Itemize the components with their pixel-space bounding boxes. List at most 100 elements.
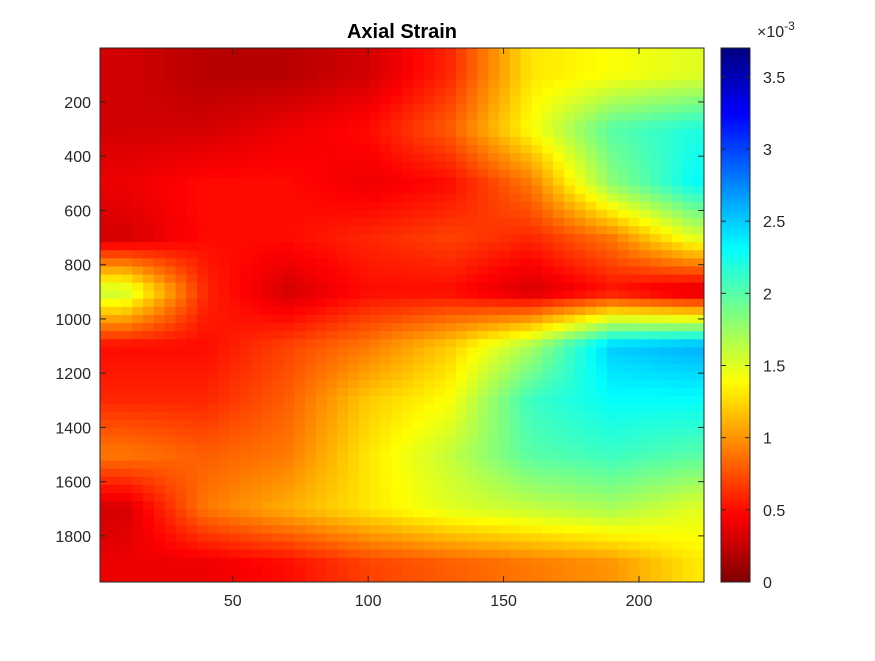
heatmap-cell bbox=[682, 339, 694, 348]
heatmap-cell bbox=[509, 573, 522, 582]
colorbar-tick-label: 1 bbox=[763, 431, 772, 448]
heatmap-cell bbox=[197, 185, 209, 195]
heatmap-cell bbox=[434, 315, 446, 324]
heatmap-cell bbox=[337, 525, 349, 535]
heatmap-cell bbox=[585, 96, 597, 106]
heatmap-cell bbox=[348, 274, 360, 284]
heatmap-cell bbox=[326, 104, 338, 114]
heatmap-cell bbox=[337, 565, 349, 575]
heatmap-cell bbox=[563, 120, 576, 130]
heatmap-cell bbox=[197, 112, 209, 122]
heatmap-cell bbox=[499, 331, 511, 340]
heatmap-cell bbox=[337, 371, 349, 381]
heatmap-cell bbox=[671, 355, 684, 365]
heatmap-cell bbox=[596, 104, 608, 114]
heatmap-cell bbox=[466, 72, 479, 81]
heatmap-cell bbox=[326, 573, 338, 582]
heatmap-cell bbox=[639, 282, 651, 292]
heatmap-cell bbox=[294, 96, 306, 106]
heatmap-cell bbox=[585, 209, 597, 219]
heatmap-cell bbox=[261, 412, 274, 421]
heatmap-cell bbox=[671, 331, 684, 340]
heatmap-cell bbox=[402, 323, 414, 332]
heatmap-cell bbox=[574, 331, 586, 340]
heatmap-cell bbox=[466, 517, 479, 526]
heatmap-cell bbox=[315, 476, 328, 486]
heatmap-cell bbox=[520, 88, 533, 98]
heatmap-cell bbox=[423, 282, 435, 292]
heatmap-cell bbox=[369, 533, 382, 543]
heatmap-cell bbox=[650, 404, 662, 413]
heatmap-cell bbox=[315, 517, 328, 526]
heatmap-cell bbox=[693, 56, 704, 65]
heatmap-cell bbox=[153, 387, 166, 397]
heatmap-cell bbox=[132, 290, 144, 300]
heatmap-cell bbox=[110, 460, 123, 470]
heatmap-cell bbox=[412, 258, 425, 268]
heatmap-cell bbox=[153, 363, 166, 373]
heatmap-cell bbox=[186, 476, 198, 486]
heatmap-cell bbox=[132, 476, 144, 486]
heatmap-cell bbox=[639, 72, 651, 81]
heatmap-cell bbox=[542, 444, 554, 454]
heatmap-cell bbox=[585, 88, 597, 98]
heatmap-cell bbox=[143, 452, 155, 462]
heatmap-cell bbox=[164, 96, 177, 106]
heatmap-cell bbox=[294, 161, 306, 170]
heatmap-cell bbox=[412, 242, 425, 251]
heatmap-cell bbox=[445, 339, 457, 348]
heatmap-cell bbox=[423, 80, 435, 90]
heatmap-cell bbox=[660, 274, 673, 284]
heatmap-cell bbox=[218, 509, 231, 518]
heatmap-cell bbox=[229, 137, 241, 146]
heatmap-cell bbox=[272, 404, 284, 413]
heatmap-cell bbox=[132, 185, 144, 195]
heatmap-cell bbox=[391, 145, 403, 154]
heatmap-cell bbox=[509, 549, 522, 559]
heatmap-cell bbox=[499, 484, 511, 494]
heatmap-cell bbox=[499, 355, 511, 365]
heatmap-cell bbox=[520, 242, 533, 251]
heatmap-cell bbox=[423, 112, 435, 122]
heatmap-cell bbox=[455, 177, 468, 187]
heatmap-cell bbox=[294, 315, 306, 324]
heatmap-cell bbox=[488, 501, 500, 510]
heatmap-cell bbox=[337, 56, 349, 65]
heatmap-cell bbox=[251, 226, 263, 235]
heatmap-cell bbox=[650, 452, 662, 462]
heatmap-cell bbox=[132, 112, 144, 122]
heatmap-cell bbox=[380, 525, 392, 535]
heatmap-cell bbox=[348, 339, 360, 348]
heatmap-cell bbox=[197, 476, 209, 486]
heatmap-cell bbox=[445, 541, 457, 551]
heatmap-cell bbox=[520, 226, 533, 235]
heatmap-cell bbox=[466, 266, 479, 276]
heatmap-cell bbox=[509, 436, 522, 446]
heatmap-cell bbox=[682, 137, 694, 146]
heatmap-cell bbox=[218, 347, 231, 357]
heatmap-cell bbox=[499, 161, 511, 170]
heatmap-cell bbox=[455, 153, 468, 162]
heatmap-cell bbox=[391, 185, 403, 195]
heatmap-cell bbox=[671, 541, 684, 551]
heatmap-cell bbox=[229, 48, 241, 57]
heatmap-cell bbox=[315, 549, 328, 559]
heatmap-cell bbox=[207, 509, 220, 518]
heatmap-cell bbox=[499, 234, 511, 243]
heatmap-cell bbox=[445, 371, 457, 381]
heatmap-cell bbox=[542, 234, 554, 243]
heatmap-cell bbox=[402, 112, 414, 122]
heatmap-cell bbox=[337, 209, 349, 219]
heatmap-cell bbox=[682, 177, 694, 187]
heatmap-cell bbox=[283, 395, 295, 405]
heatmap-cell bbox=[186, 185, 198, 195]
heatmap-cell bbox=[412, 468, 425, 478]
heatmap-cell bbox=[553, 404, 565, 413]
heatmap-cell bbox=[542, 145, 554, 154]
heatmap-cell bbox=[402, 476, 414, 486]
heatmap-cell bbox=[606, 412, 619, 421]
heatmap-cell bbox=[315, 177, 328, 187]
heatmap-cell bbox=[477, 193, 489, 203]
heatmap-cell bbox=[542, 104, 554, 114]
heatmap-cell bbox=[553, 557, 565, 567]
